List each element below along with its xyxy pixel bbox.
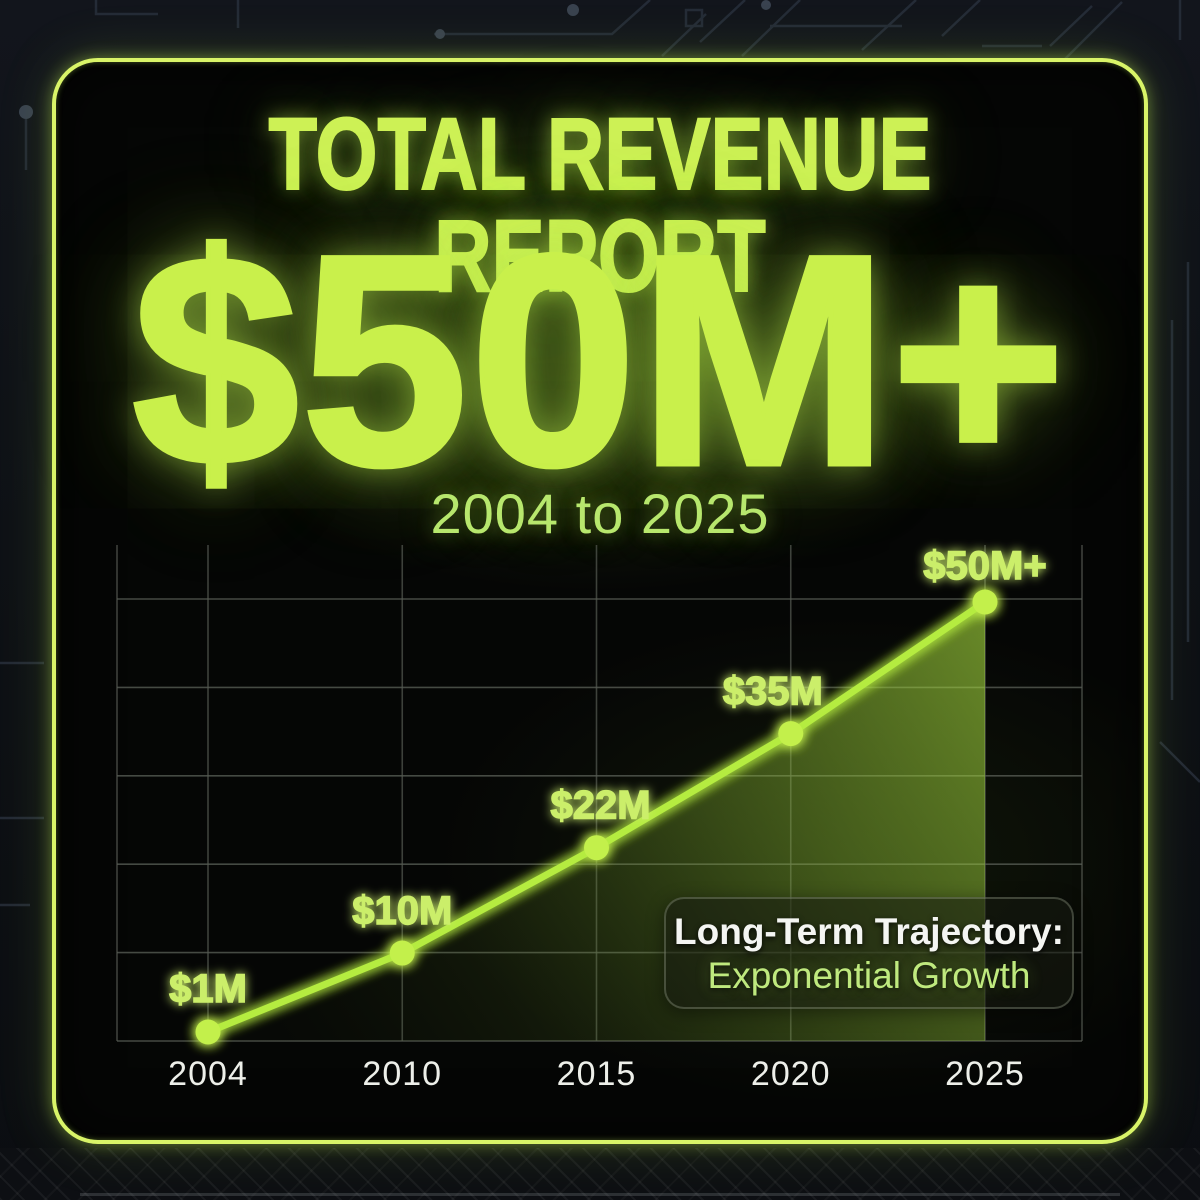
- hero-amount: $50M+: [130, 192, 1069, 528]
- trajectory-callout: Long-Term Trajectory: Exponential Growth: [664, 897, 1074, 1009]
- report-title: TOTAL REVENUE REPORT: [268, 97, 933, 313]
- callout-subtitle: Exponential Growth: [707, 954, 1031, 996]
- date-range: 2004 to 2025: [430, 482, 770, 545]
- circuit-strip-bottom: [0, 1148, 1200, 1200]
- bottom-divider: [80, 1193, 1120, 1196]
- callout-title: Long-Term Trajectory:: [674, 910, 1064, 952]
